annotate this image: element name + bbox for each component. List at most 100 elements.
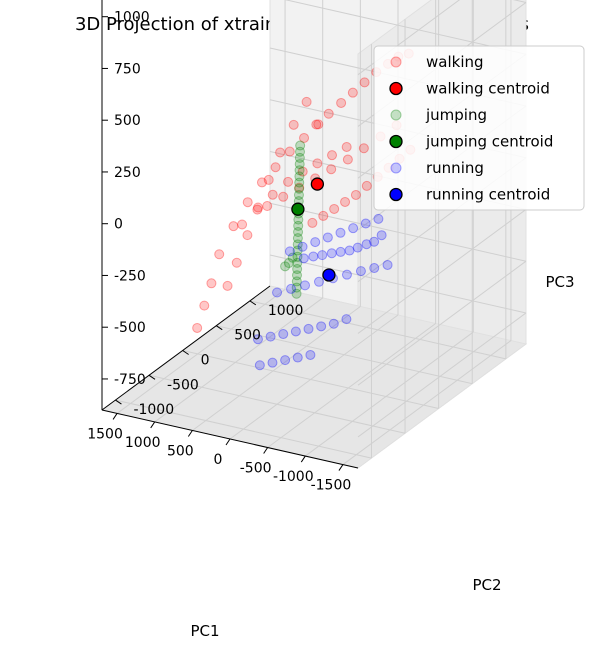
- running-point: [316, 321, 327, 332]
- y-axis-label: PC2: [472, 576, 501, 594]
- y-tick-label: -500: [167, 377, 199, 393]
- jumping-legend-label: jumping: [425, 106, 487, 124]
- walking-point: [267, 189, 278, 200]
- running-point: [369, 263, 380, 274]
- y-tick-label: 1000: [268, 303, 304, 319]
- walking-point: [326, 164, 337, 175]
- running-point: [267, 357, 278, 368]
- running-point: [252, 334, 263, 345]
- running-point: [308, 251, 319, 262]
- grid-line: [249, 300, 506, 360]
- running-point: [352, 242, 363, 253]
- walking-point: [341, 141, 352, 152]
- z-tick-label: -750: [114, 372, 146, 388]
- walking-point: [299, 132, 310, 143]
- running-point: [328, 318, 339, 329]
- y-tick-label: -1000: [133, 402, 174, 418]
- running-point: [303, 323, 314, 334]
- walking-point: [242, 230, 253, 241]
- walking-point: [361, 180, 372, 191]
- running-point: [300, 280, 311, 291]
- x-axis-label: PC1: [190, 622, 219, 640]
- running-centroid-legend-marker: [389, 187, 403, 202]
- y-tick-mark: [148, 374, 156, 380]
- x-tick-mark: [263, 447, 269, 454]
- jumping-point: [292, 264, 303, 275]
- running-point: [280, 355, 291, 366]
- running-point: [361, 239, 372, 250]
- x-tick-mark: [338, 464, 344, 471]
- x-tick-label: 1500: [87, 426, 123, 442]
- walking-point: [297, 166, 308, 177]
- running-point: [297, 241, 308, 252]
- z-axis-label: PC3: [545, 273, 574, 291]
- jumping-point: [283, 258, 294, 269]
- walking-legend-label: walking: [426, 53, 484, 71]
- jumping-point: [294, 165, 305, 176]
- walking-point: [323, 108, 334, 119]
- walking-centroid-legend-label: walking centroid: [426, 80, 550, 98]
- jumping-point: [280, 261, 291, 272]
- grid-line: [154, 297, 324, 423]
- walking-point: [329, 203, 340, 214]
- running-point: [286, 283, 297, 294]
- running-point: [344, 245, 355, 256]
- walking-point: [313, 119, 324, 130]
- grid-line: [216, 325, 473, 385]
- walking-point: [237, 219, 248, 230]
- grid-line: [357, 209, 527, 334]
- running-point: [335, 227, 346, 238]
- walking-point: [312, 158, 323, 169]
- walking-point: [288, 119, 299, 130]
- walking-point: [263, 174, 274, 185]
- walking-point: [311, 119, 322, 130]
- walking-point: [262, 200, 273, 211]
- walking-point: [252, 204, 263, 215]
- running-point: [376, 230, 387, 241]
- running-point: [348, 223, 359, 234]
- x-tick-mark: [112, 413, 118, 420]
- jumping-point: [294, 159, 305, 170]
- x-tick-label: 500: [167, 443, 194, 459]
- walking-point: [283, 176, 294, 187]
- running-point: [292, 352, 303, 363]
- jumping-point: [293, 220, 304, 231]
- grid-line: [304, 331, 474, 457]
- x-tick-mark: [150, 421, 156, 429]
- data-points: [192, 48, 416, 371]
- jumping-point: [291, 276, 302, 287]
- jumping-centroid-point: [291, 202, 305, 216]
- x-tick-label: -1000: [273, 469, 314, 485]
- grid-line: [269, 254, 527, 314]
- y-tick-mark: [182, 350, 189, 355]
- running-point: [284, 246, 295, 257]
- jumping-centroid-legend-label: jumping centroid: [425, 133, 553, 151]
- x-tick-label: -1500: [311, 478, 352, 494]
- grid-line: [116, 289, 286, 414]
- z-tick-label: 750: [114, 61, 141, 77]
- walking-point: [270, 162, 281, 173]
- running-point: [265, 331, 276, 342]
- grid-line: [229, 314, 399, 440]
- jumping-point: [294, 177, 305, 188]
- running-point: [335, 246, 346, 257]
- jumping-legend-marker: [390, 109, 402, 121]
- grid-line: [192, 306, 361, 431]
- jumping-point: [287, 252, 298, 263]
- running-point: [326, 248, 337, 259]
- running-point: [313, 276, 324, 287]
- jumping-point: [294, 171, 305, 182]
- walking-point: [307, 217, 318, 228]
- walking-point: [253, 202, 264, 213]
- x-tick-label: -500: [240, 461, 272, 477]
- running-point: [341, 269, 352, 280]
- running-point: [373, 213, 384, 224]
- jumping-point: [295, 146, 306, 157]
- walking-point: [350, 189, 361, 200]
- z-tick-label: 0: [114, 217, 123, 233]
- running-centroid-point: [322, 268, 336, 282]
- grid-line: [115, 399, 372, 459]
- running-legend-marker: [390, 162, 402, 174]
- y-tick-mark: [215, 325, 223, 331]
